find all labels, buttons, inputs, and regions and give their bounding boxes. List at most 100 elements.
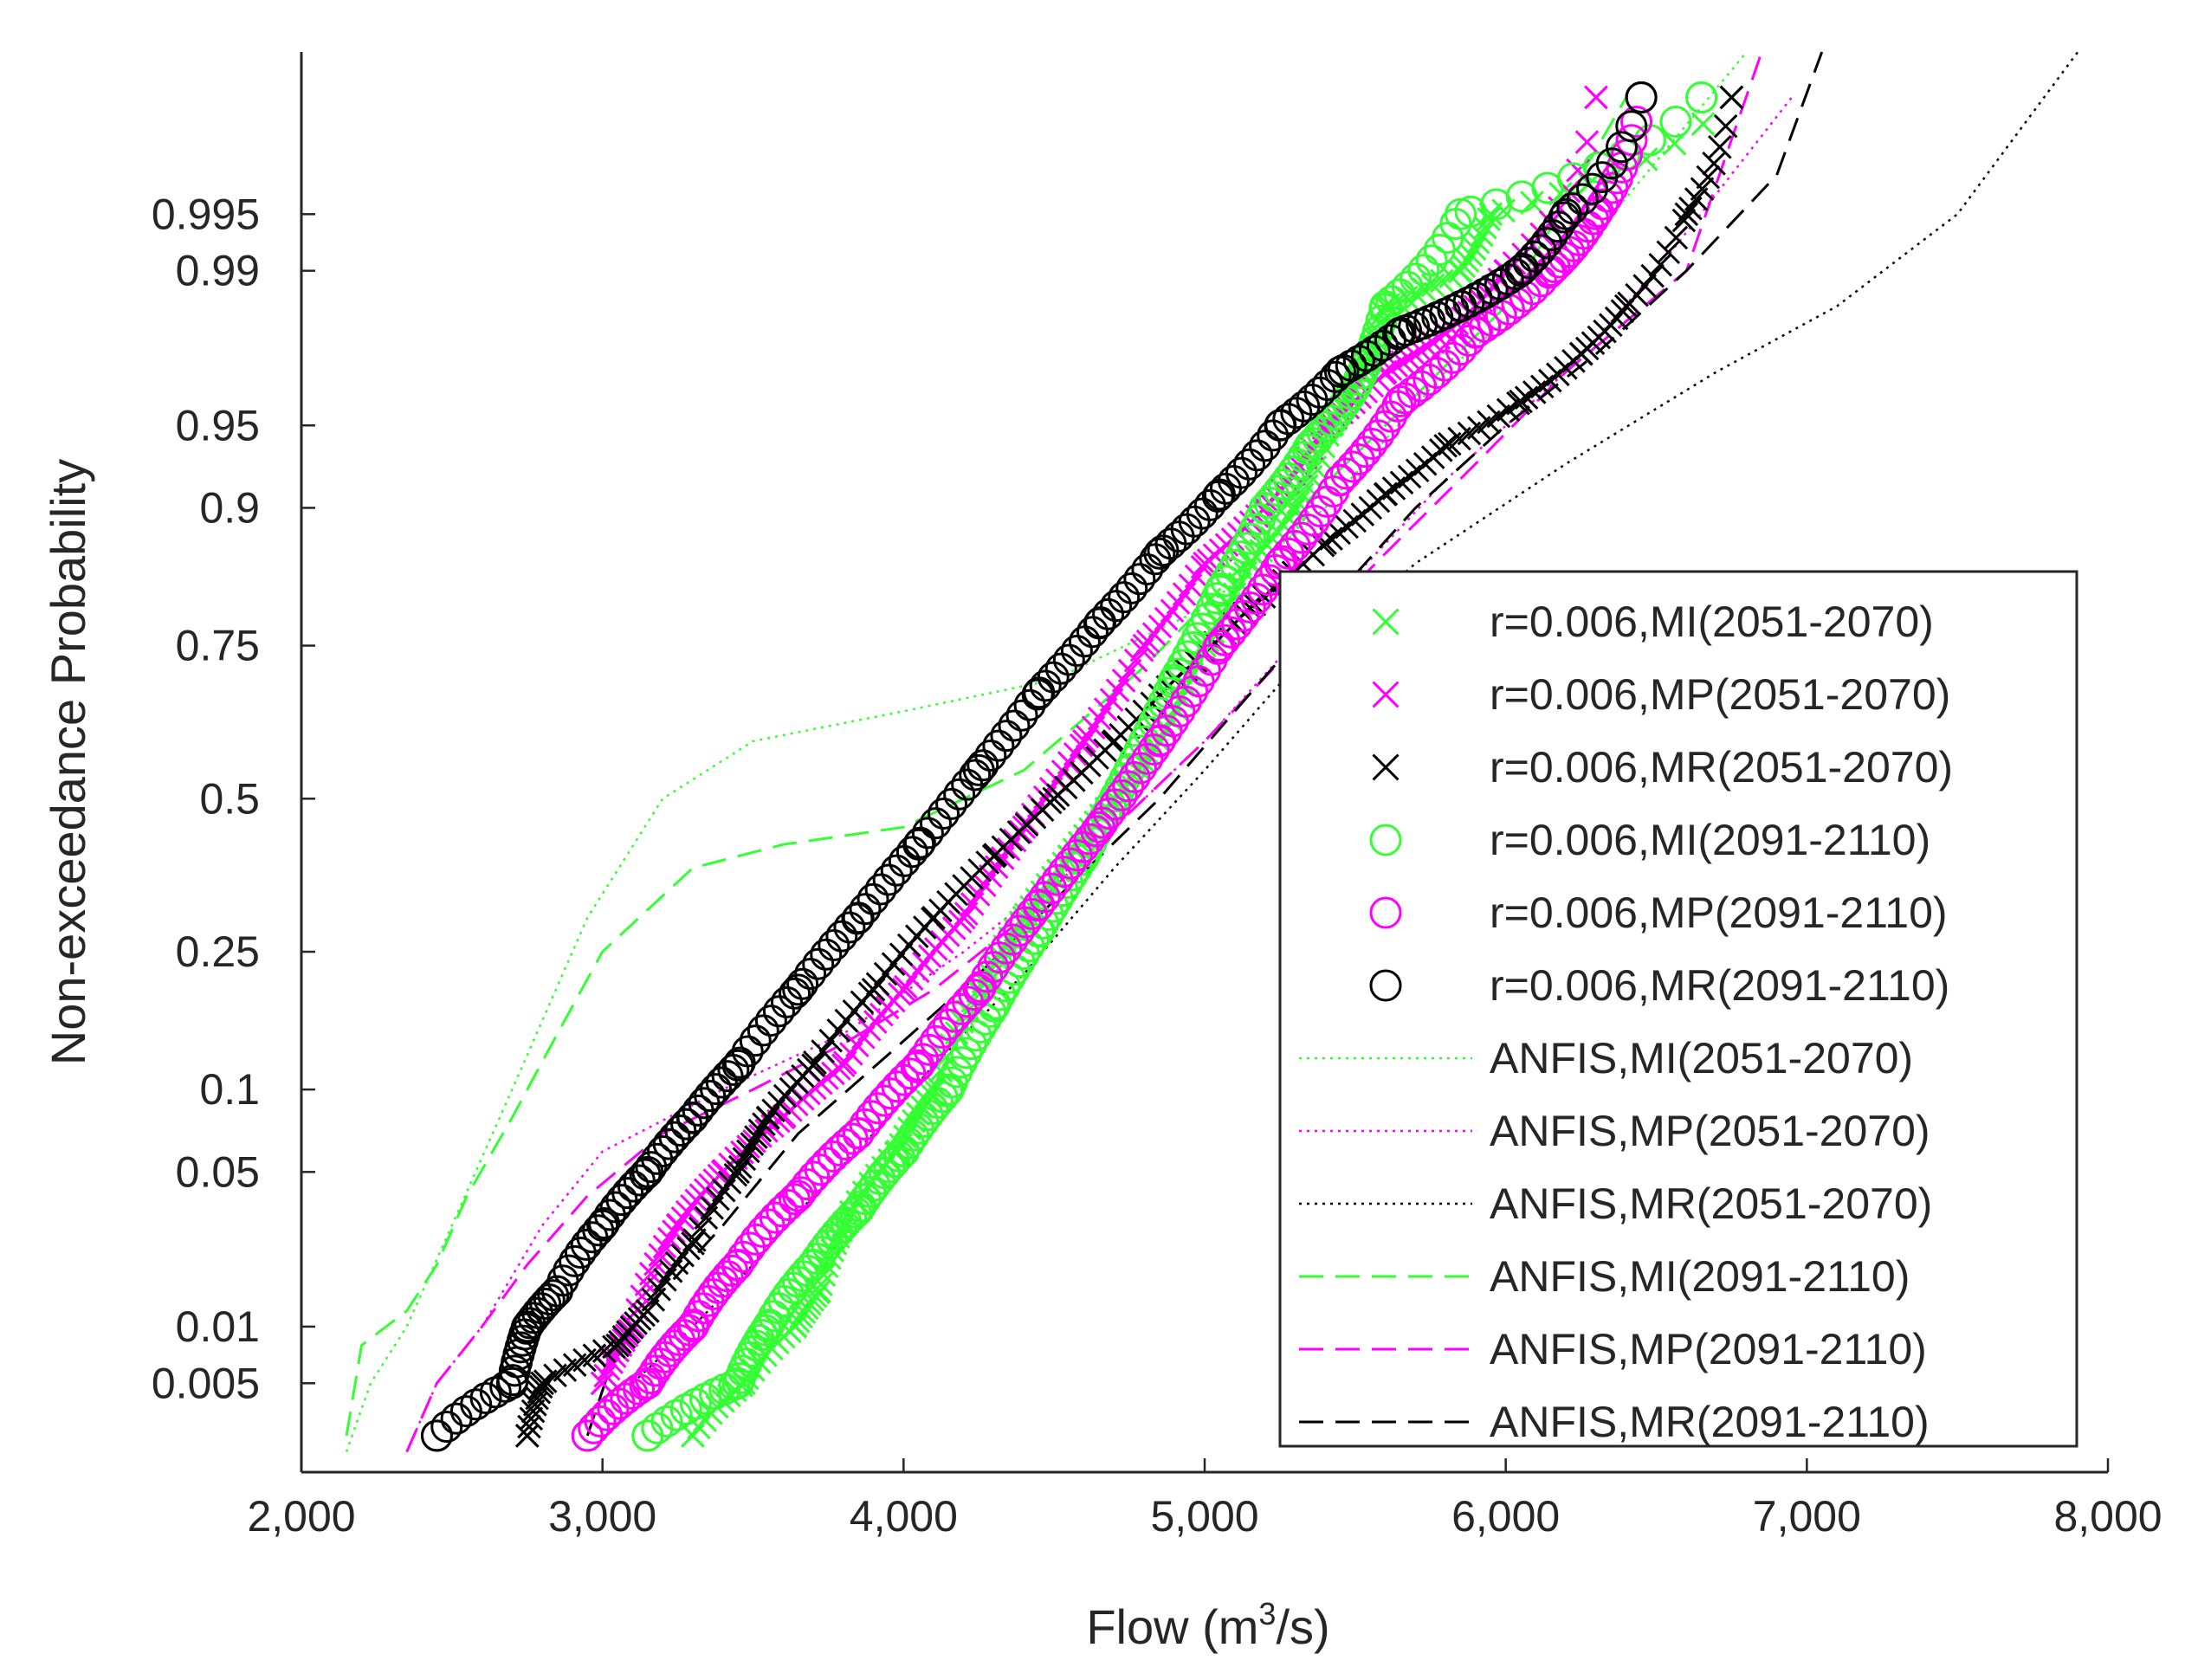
data-point (511, 1310, 544, 1343)
marker-stroke (736, 1139, 760, 1164)
data-point (578, 1412, 611, 1444)
legend-label: ANFIS,MI(2091-2110) (1490, 1252, 1910, 1301)
marker-stroke (1313, 531, 1337, 555)
marker-stroke (921, 905, 946, 930)
data-point (1205, 572, 1238, 605)
data-point (935, 787, 968, 820)
data-point (430, 1410, 463, 1443)
data-point (811, 1039, 835, 1063)
data-point (658, 1121, 691, 1153)
marker-stroke (530, 1371, 554, 1396)
marker-stroke (1373, 359, 1398, 384)
data-point (958, 979, 991, 1011)
marker-stroke (593, 1363, 617, 1388)
data-point (907, 1043, 940, 1076)
data-point (1530, 226, 1563, 259)
marker-stroke (726, 1160, 750, 1185)
data-point (1102, 729, 1127, 753)
data-point (1415, 244, 1448, 277)
data-point (740, 1132, 765, 1156)
data-point (636, 1298, 660, 1323)
marker-stroke (1372, 753, 1400, 781)
data-point (1060, 635, 1093, 668)
data-point (1548, 201, 1581, 234)
x-tick-label: 2,000 (247, 1492, 355, 1541)
data-point (593, 1363, 617, 1388)
data-point (1219, 548, 1252, 581)
data-point (1465, 229, 1490, 255)
data-point (770, 985, 803, 1018)
data-point (1210, 565, 1243, 598)
data-point (811, 1147, 844, 1179)
data-point (747, 1014, 779, 1047)
marker-stroke (605, 1333, 630, 1358)
data-point (1576, 172, 1609, 205)
data-point (700, 1073, 733, 1106)
y-tick-label: 0.05 (176, 1147, 260, 1196)
data-point (919, 1024, 952, 1057)
data-point (1131, 552, 1164, 585)
data-point (1458, 242, 1484, 268)
data-point (842, 1193, 875, 1226)
data-point (723, 1046, 756, 1079)
y-axis-label: Non-exceedance Probability (41, 459, 95, 1065)
data-point (1005, 699, 1038, 732)
data-point (996, 923, 1029, 956)
marker-stroke (1702, 151, 1726, 176)
data-point (571, 1419, 604, 1452)
data-point (1221, 608, 1254, 641)
data-point (1358, 334, 1391, 367)
marker-stroke (519, 1406, 544, 1431)
data-point (1574, 130, 1600, 154)
y-tick-label: 0.95 (176, 401, 260, 449)
data-point (1027, 907, 1060, 940)
data-point (1507, 252, 1540, 285)
marker-stroke (1193, 551, 1217, 576)
y-tick-label: 0.01 (176, 1302, 260, 1351)
data-point (895, 836, 928, 869)
y-tick-label: 0.99 (176, 247, 260, 295)
data-point (1115, 572, 1148, 604)
marker-stroke (1648, 252, 1673, 277)
data-point (611, 1177, 644, 1210)
data-point (517, 1414, 541, 1439)
data-point (721, 1248, 754, 1281)
data-point (1388, 382, 1421, 415)
data-point (1233, 448, 1266, 481)
data-point (1037, 890, 1070, 923)
data-point (495, 1367, 528, 1399)
marker-stroke (1671, 208, 1697, 233)
data-point (590, 1371, 615, 1396)
data-point (903, 826, 936, 859)
marker-stroke (727, 1154, 753, 1179)
marker-stroke (809, 1272, 833, 1297)
data-point (779, 977, 811, 1010)
data-point (1659, 106, 1692, 139)
data-point (1504, 255, 1537, 288)
data-point (1112, 770, 1145, 803)
marker-stroke (1102, 729, 1127, 753)
data-point (669, 1392, 702, 1425)
data-point (1455, 249, 1480, 273)
marker-stroke (1462, 236, 1487, 262)
data-point (1400, 262, 1432, 295)
y-tick-label: 0.995 (152, 190, 260, 238)
data-point (990, 720, 1023, 753)
data-point (931, 1075, 964, 1108)
data-point (420, 1419, 453, 1452)
data-point (1054, 847, 1087, 880)
data-point (1469, 223, 1494, 248)
marker-stroke (831, 1053, 856, 1078)
data-point (665, 1213, 690, 1237)
marker-stroke (514, 1424, 540, 1448)
data-point (1361, 419, 1394, 452)
data-point (469, 1382, 502, 1415)
marker-stroke (590, 1371, 615, 1396)
data-point (746, 1319, 779, 1352)
data-point (1072, 729, 1096, 753)
data-point (747, 1118, 773, 1143)
data-point (1349, 436, 1382, 468)
legend-label: r=0.006,MP(2091-2110) (1490, 888, 1948, 937)
legend-swatch (1372, 681, 1400, 708)
marker-stroke (1478, 202, 1503, 227)
